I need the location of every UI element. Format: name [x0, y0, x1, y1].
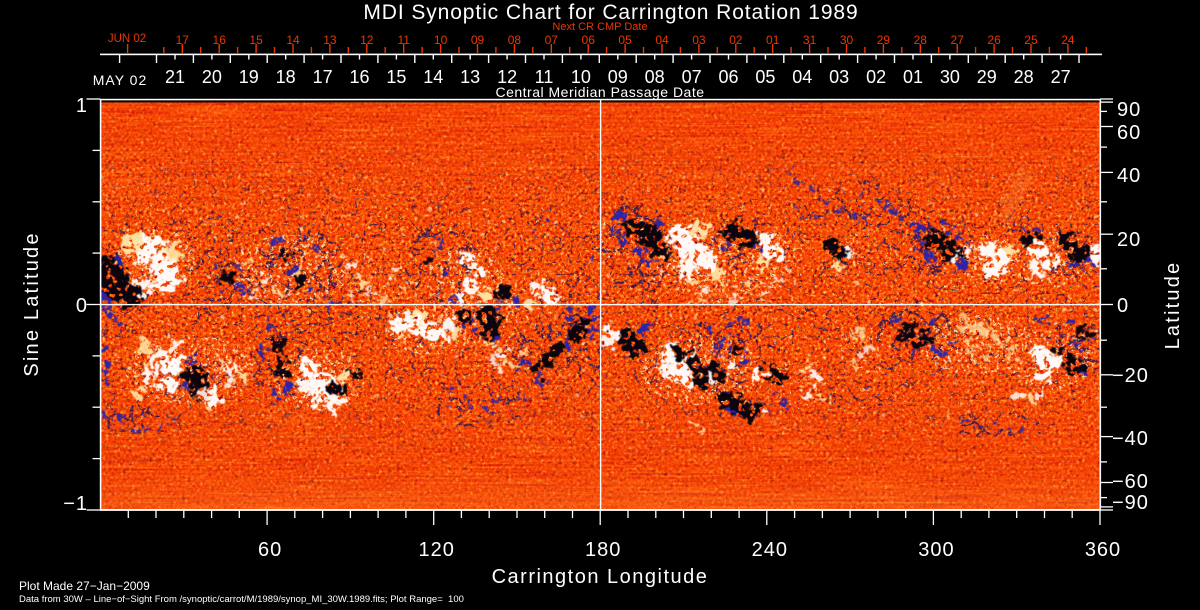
svg-text:25: 25: [1024, 33, 1038, 47]
svg-text:28: 28: [914, 33, 928, 47]
svg-text:360: 360: [1085, 539, 1121, 561]
svg-text:10: 10: [571, 67, 591, 87]
svg-text:Latitude: Latitude: [1162, 261, 1184, 350]
svg-text:31: 31: [803, 33, 817, 47]
svg-text:17: 17: [176, 33, 190, 47]
svg-text:19: 19: [239, 67, 259, 87]
svg-text:18: 18: [276, 67, 296, 87]
svg-text:06: 06: [718, 67, 738, 87]
svg-text:−20: −20: [1112, 365, 1149, 387]
svg-text:20: 20: [202, 67, 222, 87]
svg-text:13: 13: [460, 67, 480, 87]
svg-text:02: 02: [866, 67, 886, 87]
svg-text:29: 29: [877, 33, 891, 47]
svg-text:30: 30: [840, 33, 854, 47]
svg-text:07: 07: [545, 33, 559, 47]
svg-text:02: 02: [729, 33, 743, 47]
svg-text:27: 27: [951, 33, 965, 47]
svg-text:16: 16: [213, 33, 227, 47]
svg-text:06: 06: [582, 33, 596, 47]
svg-text:Sine Latitude: Sine Latitude: [21, 231, 43, 376]
svg-text:12: 12: [497, 67, 517, 87]
svg-text:03: 03: [692, 33, 706, 47]
svg-text:240: 240: [752, 539, 788, 561]
svg-text:16: 16: [349, 67, 369, 87]
svg-text:Next CR CMP Date: Next CR CMP Date: [552, 21, 647, 33]
svg-text:03: 03: [829, 67, 849, 87]
svg-text:24: 24: [1061, 33, 1075, 47]
svg-text:07: 07: [682, 67, 702, 87]
svg-text:−40: −40: [1112, 428, 1149, 450]
svg-text:Plot Made 27−Jan−2009: Plot Made 27−Jan−2009: [19, 579, 150, 593]
svg-text:11: 11: [535, 67, 554, 87]
svg-text:Data from 30W – Line−of−Sight: Data from 30W – Line−of−Sight From /syno…: [19, 594, 464, 605]
svg-text:04: 04: [792, 67, 812, 87]
svg-text:11: 11: [397, 33, 410, 47]
svg-text:01: 01: [766, 33, 780, 47]
svg-text:30: 30: [940, 67, 960, 87]
svg-text:−90: −90: [1112, 492, 1149, 514]
svg-text:60: 60: [1117, 122, 1141, 144]
svg-text:60: 60: [258, 539, 282, 561]
svg-text:08: 08: [645, 67, 665, 87]
svg-text:120: 120: [419, 539, 455, 561]
svg-text:17: 17: [313, 67, 333, 87]
svg-text:Carrington Longitude: Carrington Longitude: [492, 566, 709, 588]
svg-text:90: 90: [1117, 99, 1141, 121]
svg-text:26: 26: [987, 33, 1001, 47]
svg-text:08: 08: [508, 33, 522, 47]
svg-text:05: 05: [618, 33, 632, 47]
svg-text:180: 180: [585, 539, 621, 561]
svg-text:21: 21: [165, 67, 185, 87]
svg-text:Central Meridian Passage Date: Central Meridian Passage Date: [495, 84, 704, 100]
svg-text:01: 01: [903, 67, 923, 87]
svg-text:15: 15: [249, 33, 263, 47]
svg-text:12: 12: [360, 33, 374, 47]
svg-text:27: 27: [1051, 67, 1071, 87]
svg-text:14: 14: [423, 67, 443, 87]
svg-text:MDI Synoptic Chart for Carring: MDI Synoptic Chart for Carrington Rotati…: [363, 1, 858, 24]
svg-text:−60: −60: [1112, 471, 1149, 493]
svg-text:15: 15: [386, 67, 406, 87]
svg-text:29: 29: [977, 67, 997, 87]
svg-text:−1: −1: [63, 493, 88, 515]
svg-text:20: 20: [1117, 229, 1141, 251]
svg-text:28: 28: [1014, 67, 1034, 87]
svg-text:05: 05: [755, 67, 775, 87]
svg-text:13: 13: [323, 33, 337, 47]
svg-text:0: 0: [1117, 295, 1129, 317]
svg-text:40: 40: [1117, 165, 1141, 187]
svg-text:10: 10: [434, 33, 448, 47]
svg-text:MAY 02: MAY 02: [93, 72, 148, 88]
svg-text:09: 09: [608, 67, 628, 87]
svg-text:0: 0: [76, 295, 88, 317]
svg-text:04: 04: [655, 33, 669, 47]
svg-text:1: 1: [76, 95, 88, 117]
svg-text:JUN 02: JUN 02: [108, 33, 146, 45]
svg-text:300: 300: [918, 539, 954, 561]
svg-text:14: 14: [286, 33, 300, 47]
svg-text:09: 09: [471, 33, 485, 47]
